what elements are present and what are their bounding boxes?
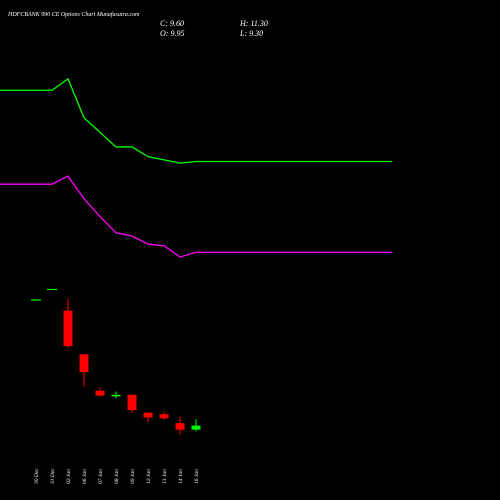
candle-body [127, 394, 137, 411]
x-tick-label: 31 Dec [50, 468, 56, 485]
chart-title: HDFCBANK 990 CE Options Chart Munafasutr… [7, 11, 140, 18]
candle-body [79, 354, 89, 373]
overlay-line-1 [0, 77, 392, 164]
candle-4 [79, 354, 89, 387]
x-axis-ticks: 30 Dec 31 Dec 02 Jan 06 Jan 07 Jan 08 Jan 09 J… [34, 468, 200, 485]
candle-11 [191, 419, 201, 432]
low-value: L: 9.30 [239, 29, 263, 38]
x-tick-label: 14 Jan [177, 469, 184, 484]
candle-body [95, 390, 105, 396]
candle-3 [63, 299, 73, 348]
x-tick-label: 30 Dec [34, 468, 40, 485]
candle-9 [159, 411, 169, 420]
overlay-lines [0, 77, 392, 258]
open-value: O: 9.95 [160, 29, 184, 38]
candles [31, 288, 201, 435]
candle-body [191, 425, 201, 430]
x-tick-label: 09 Jan [130, 469, 136, 484]
candle-8 [143, 412, 153, 423]
high-value: H: 11.30 [239, 19, 268, 28]
candle-body [111, 394, 121, 397]
x-tick-label: 13 Jan [162, 469, 168, 484]
x-tick-label: 12 Jan [146, 469, 152, 484]
x-tick-label: 06 Jan [82, 469, 88, 484]
candle-10 [175, 416, 185, 435]
candle-body [143, 412, 153, 418]
x-tick-label: 07 Jan [98, 469, 104, 484]
x-tick-label: 02 Jan [66, 469, 72, 484]
candle-5 [95, 387, 105, 397]
candle-body [159, 414, 169, 419]
candle-6 [111, 391, 121, 399]
overlay-line-2 [0, 175, 392, 258]
candle-7 [127, 394, 137, 413]
candle-body [175, 423, 185, 430]
close-value: C: 9.60 [160, 19, 184, 28]
x-tick-label: 16 Jan [194, 469, 200, 484]
candle-body [63, 310, 73, 347]
x-tick-label: 08 Jan [114, 469, 120, 484]
